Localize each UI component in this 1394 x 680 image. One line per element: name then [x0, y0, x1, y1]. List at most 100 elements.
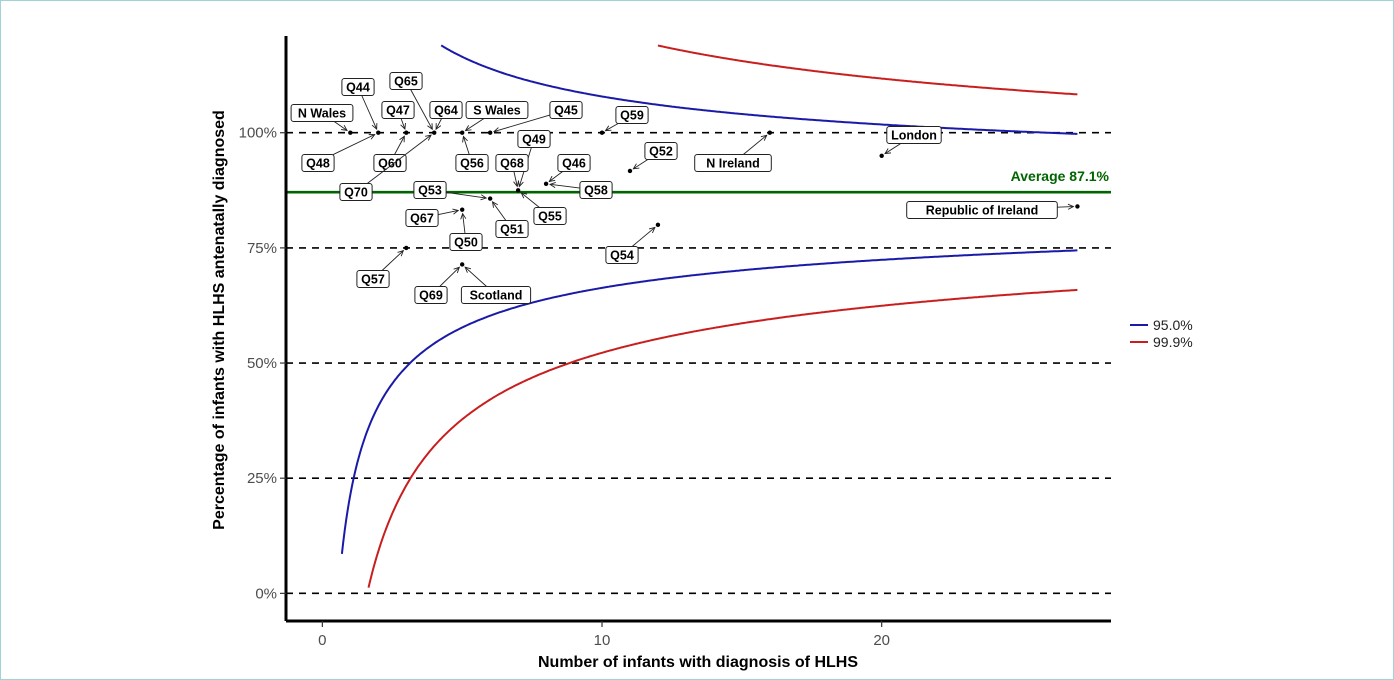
- leader-line: [513, 171, 518, 187]
- point-label-box: [465, 101, 529, 119]
- y-tick-label: 75%: [247, 240, 277, 257]
- leader-arrow: [760, 134, 768, 141]
- leader-arrow: [604, 125, 612, 132]
- point-label: N Wales: [298, 107, 346, 121]
- point-label-box: [495, 154, 529, 172]
- leader-arrow: [464, 125, 472, 132]
- point-label: N Ireland: [706, 157, 760, 171]
- leader-line: [549, 171, 563, 182]
- legend-label: 99.9%: [1153, 334, 1193, 350]
- x-ticks: 0 10 20: [318, 621, 890, 649]
- data-point: [459, 130, 465, 135]
- point-label-box: [557, 154, 591, 172]
- point-label-box: [460, 286, 532, 304]
- leader-arrow: [632, 163, 640, 170]
- leader-arrow: [520, 192, 528, 199]
- point-label-box: [389, 72, 423, 90]
- legend: 95.0%99.9%: [1130, 317, 1193, 350]
- leader-arrow: [425, 134, 432, 141]
- point-label-box: [373, 154, 407, 172]
- leader-arrow: [464, 266, 472, 273]
- point-label: Q47: [386, 104, 410, 118]
- point-label: Q53: [418, 184, 442, 198]
- legend-label: 95.0%: [1153, 317, 1193, 333]
- leader-line: [550, 183, 581, 189]
- leader-arrow: [462, 135, 468, 143]
- point-label-box: [615, 106, 649, 124]
- leader-arrow: [397, 249, 405, 257]
- leader-line: [439, 266, 460, 287]
- lower-limit-95.0%: [340, 249, 1078, 555]
- data-point: [1075, 204, 1080, 209]
- leader-line: [520, 192, 540, 208]
- data-point: [348, 130, 353, 135]
- data-points: [348, 130, 1080, 267]
- point-label-box: [549, 101, 583, 119]
- point-label: Q56: [460, 157, 484, 171]
- data-point: [459, 207, 465, 212]
- data-point: [487, 196, 493, 201]
- x-tick-label: 20: [873, 632, 890, 649]
- leader-line: [394, 136, 405, 155]
- point-label: Q67: [410, 212, 434, 226]
- point-label-box: [301, 154, 335, 172]
- point-label: Q60: [378, 157, 402, 171]
- data-point: [404, 245, 409, 251]
- data-point: [599, 130, 605, 135]
- leader-line: [493, 114, 551, 133]
- point-label: Q45: [554, 104, 578, 118]
- leader-line: [462, 213, 466, 234]
- axes: [284, 36, 1111, 623]
- leader-arrow: [400, 122, 406, 130]
- point-label: S Wales: [473, 104, 521, 118]
- leader-arrow: [1067, 203, 1075, 210]
- point-label: London: [891, 129, 937, 143]
- data-point: [879, 153, 884, 158]
- data-point: [376, 130, 381, 135]
- y-axis-title: Percentage of infants with HLHS antenata…: [211, 110, 228, 530]
- leader-line: [410, 89, 433, 130]
- point-label: Q44: [346, 81, 370, 95]
- point-label: Q69: [419, 289, 443, 303]
- control-limit-curves: [340, 44, 1078, 588]
- leader-arrow: [884, 148, 892, 155]
- average-label: Average 87.1%: [1011, 168, 1110, 184]
- point-label-box: [414, 286, 448, 304]
- data-point: [404, 130, 409, 135]
- x-tick-label: 0: [318, 632, 326, 649]
- leader-line: [400, 118, 406, 130]
- point-label-box: [413, 181, 447, 199]
- point-label: Q58: [584, 184, 608, 198]
- point-label: Q70: [344, 186, 368, 200]
- point-label: Republic of Ireland: [926, 204, 1039, 218]
- leader-line: [333, 121, 348, 131]
- leader-arrow: [548, 175, 556, 183]
- point-label-box: [906, 201, 1058, 219]
- point-label-box: [533, 207, 567, 225]
- leader-arrow: [492, 127, 500, 133]
- point-label: Q50: [454, 236, 478, 250]
- point-label: Q64: [434, 104, 458, 118]
- point-label-box: [579, 181, 613, 199]
- point-label-box: [290, 104, 354, 122]
- leader-line: [465, 118, 485, 131]
- point-label-box: [429, 101, 463, 119]
- point-label-box: [886, 126, 942, 144]
- leader-line: [366, 134, 432, 184]
- y-tick-label: 100%: [239, 125, 277, 142]
- leader-arrow: [427, 123, 433, 131]
- data-point: [655, 222, 661, 228]
- upper-limit-95.0%: [440, 44, 1078, 135]
- data-point: [543, 181, 549, 187]
- point-label: Q49: [522, 133, 546, 147]
- point-label: Q46: [562, 157, 586, 171]
- point-label-box: [341, 78, 375, 96]
- leader-line: [361, 95, 378, 130]
- leader-line: [605, 123, 619, 132]
- leader-line: [884, 143, 902, 154]
- x-axis-title: Number of infants with diagnosis of HLHS: [538, 654, 858, 671]
- data-point: [515, 188, 521, 193]
